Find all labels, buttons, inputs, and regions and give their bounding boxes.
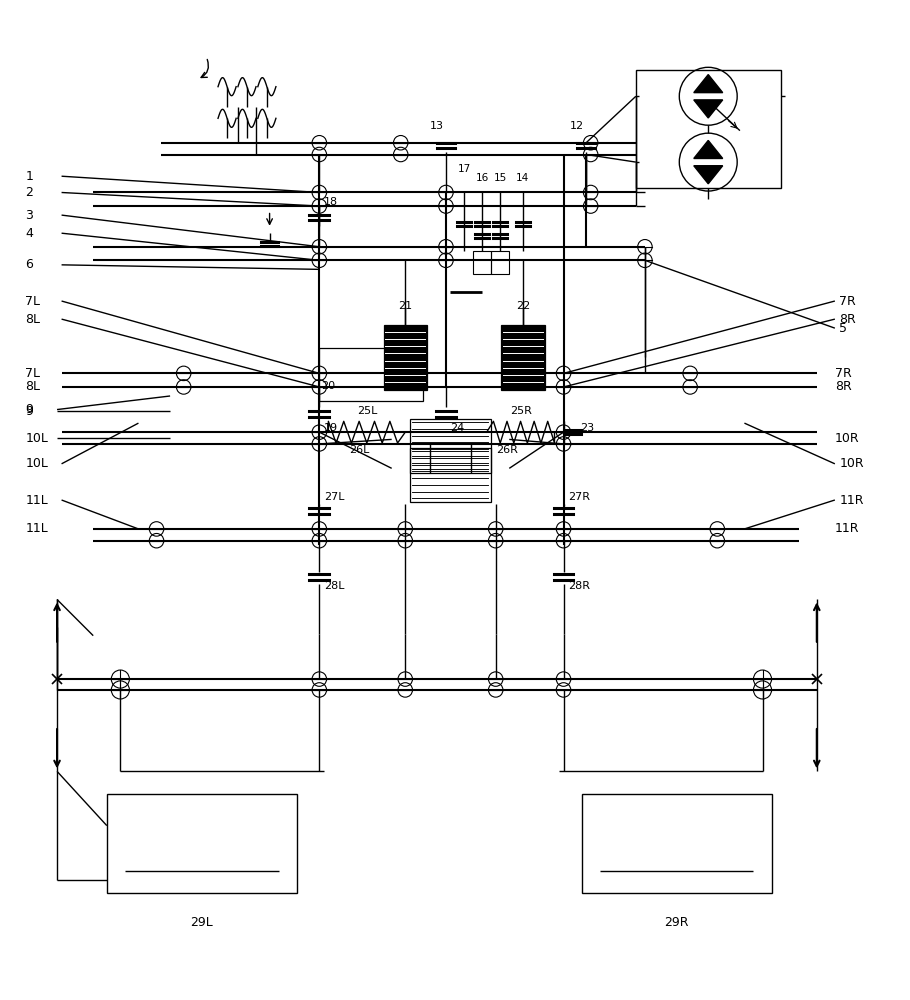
Text: 29L: 29L <box>190 916 213 929</box>
Text: 28L: 28L <box>324 581 344 591</box>
Text: 3: 3 <box>25 209 34 222</box>
Bar <box>501 325 544 390</box>
Text: 10R: 10R <box>834 432 859 445</box>
Text: 14: 14 <box>516 173 530 183</box>
Bar <box>473 251 491 274</box>
Text: 24: 24 <box>450 423 465 433</box>
Text: 7L: 7L <box>25 295 40 308</box>
Polygon shape <box>693 100 723 118</box>
Text: 2: 2 <box>25 186 34 199</box>
Bar <box>106 794 297 893</box>
Text: 13: 13 <box>430 121 444 131</box>
Text: 22: 22 <box>516 301 530 311</box>
Text: 29R: 29R <box>664 916 689 929</box>
Text: 21: 21 <box>399 301 412 311</box>
Text: 4: 4 <box>25 227 34 240</box>
Text: 7L: 7L <box>25 367 40 380</box>
Text: 17: 17 <box>458 164 470 174</box>
Text: 11L: 11L <box>25 493 48 506</box>
Text: 7R: 7R <box>834 367 852 380</box>
Text: 20: 20 <box>321 381 335 391</box>
Text: 5: 5 <box>839 322 847 335</box>
Text: 25R: 25R <box>510 406 531 416</box>
Bar <box>636 70 781 188</box>
Text: 7R: 7R <box>839 295 856 308</box>
Text: 27L: 27L <box>324 492 344 502</box>
Text: 28R: 28R <box>568 581 590 591</box>
Text: 11L: 11L <box>25 522 48 535</box>
Text: 8L: 8L <box>25 313 40 326</box>
Text: 19: 19 <box>324 423 338 433</box>
Bar <box>410 419 491 473</box>
Text: 27R: 27R <box>568 492 590 502</box>
Text: 25L: 25L <box>357 406 377 416</box>
Text: 11R: 11R <box>839 493 864 506</box>
Text: 9: 9 <box>25 403 34 416</box>
Bar <box>383 325 427 390</box>
Text: 1: 1 <box>25 170 34 183</box>
Text: 10L: 10L <box>25 457 48 470</box>
Text: 8R: 8R <box>839 313 856 326</box>
Polygon shape <box>693 75 723 93</box>
Text: 26R: 26R <box>496 445 518 455</box>
Bar <box>581 794 772 893</box>
Text: 11R: 11R <box>834 522 859 535</box>
Text: 10L: 10L <box>25 432 48 445</box>
Bar <box>491 251 510 274</box>
Text: 8R: 8R <box>834 380 852 393</box>
Polygon shape <box>693 166 723 184</box>
Bar <box>410 448 491 502</box>
Text: 26L: 26L <box>349 445 369 455</box>
Polygon shape <box>693 140 723 158</box>
Text: 18: 18 <box>324 197 338 207</box>
Text: 9: 9 <box>25 405 34 418</box>
Text: 16: 16 <box>476 173 489 183</box>
Text: 12: 12 <box>570 121 584 131</box>
Text: 23: 23 <box>580 423 594 433</box>
Bar <box>319 348 423 401</box>
Text: 8L: 8L <box>25 380 40 393</box>
Text: 6: 6 <box>25 258 34 271</box>
Text: 10R: 10R <box>839 457 864 470</box>
Text: 15: 15 <box>493 173 507 183</box>
